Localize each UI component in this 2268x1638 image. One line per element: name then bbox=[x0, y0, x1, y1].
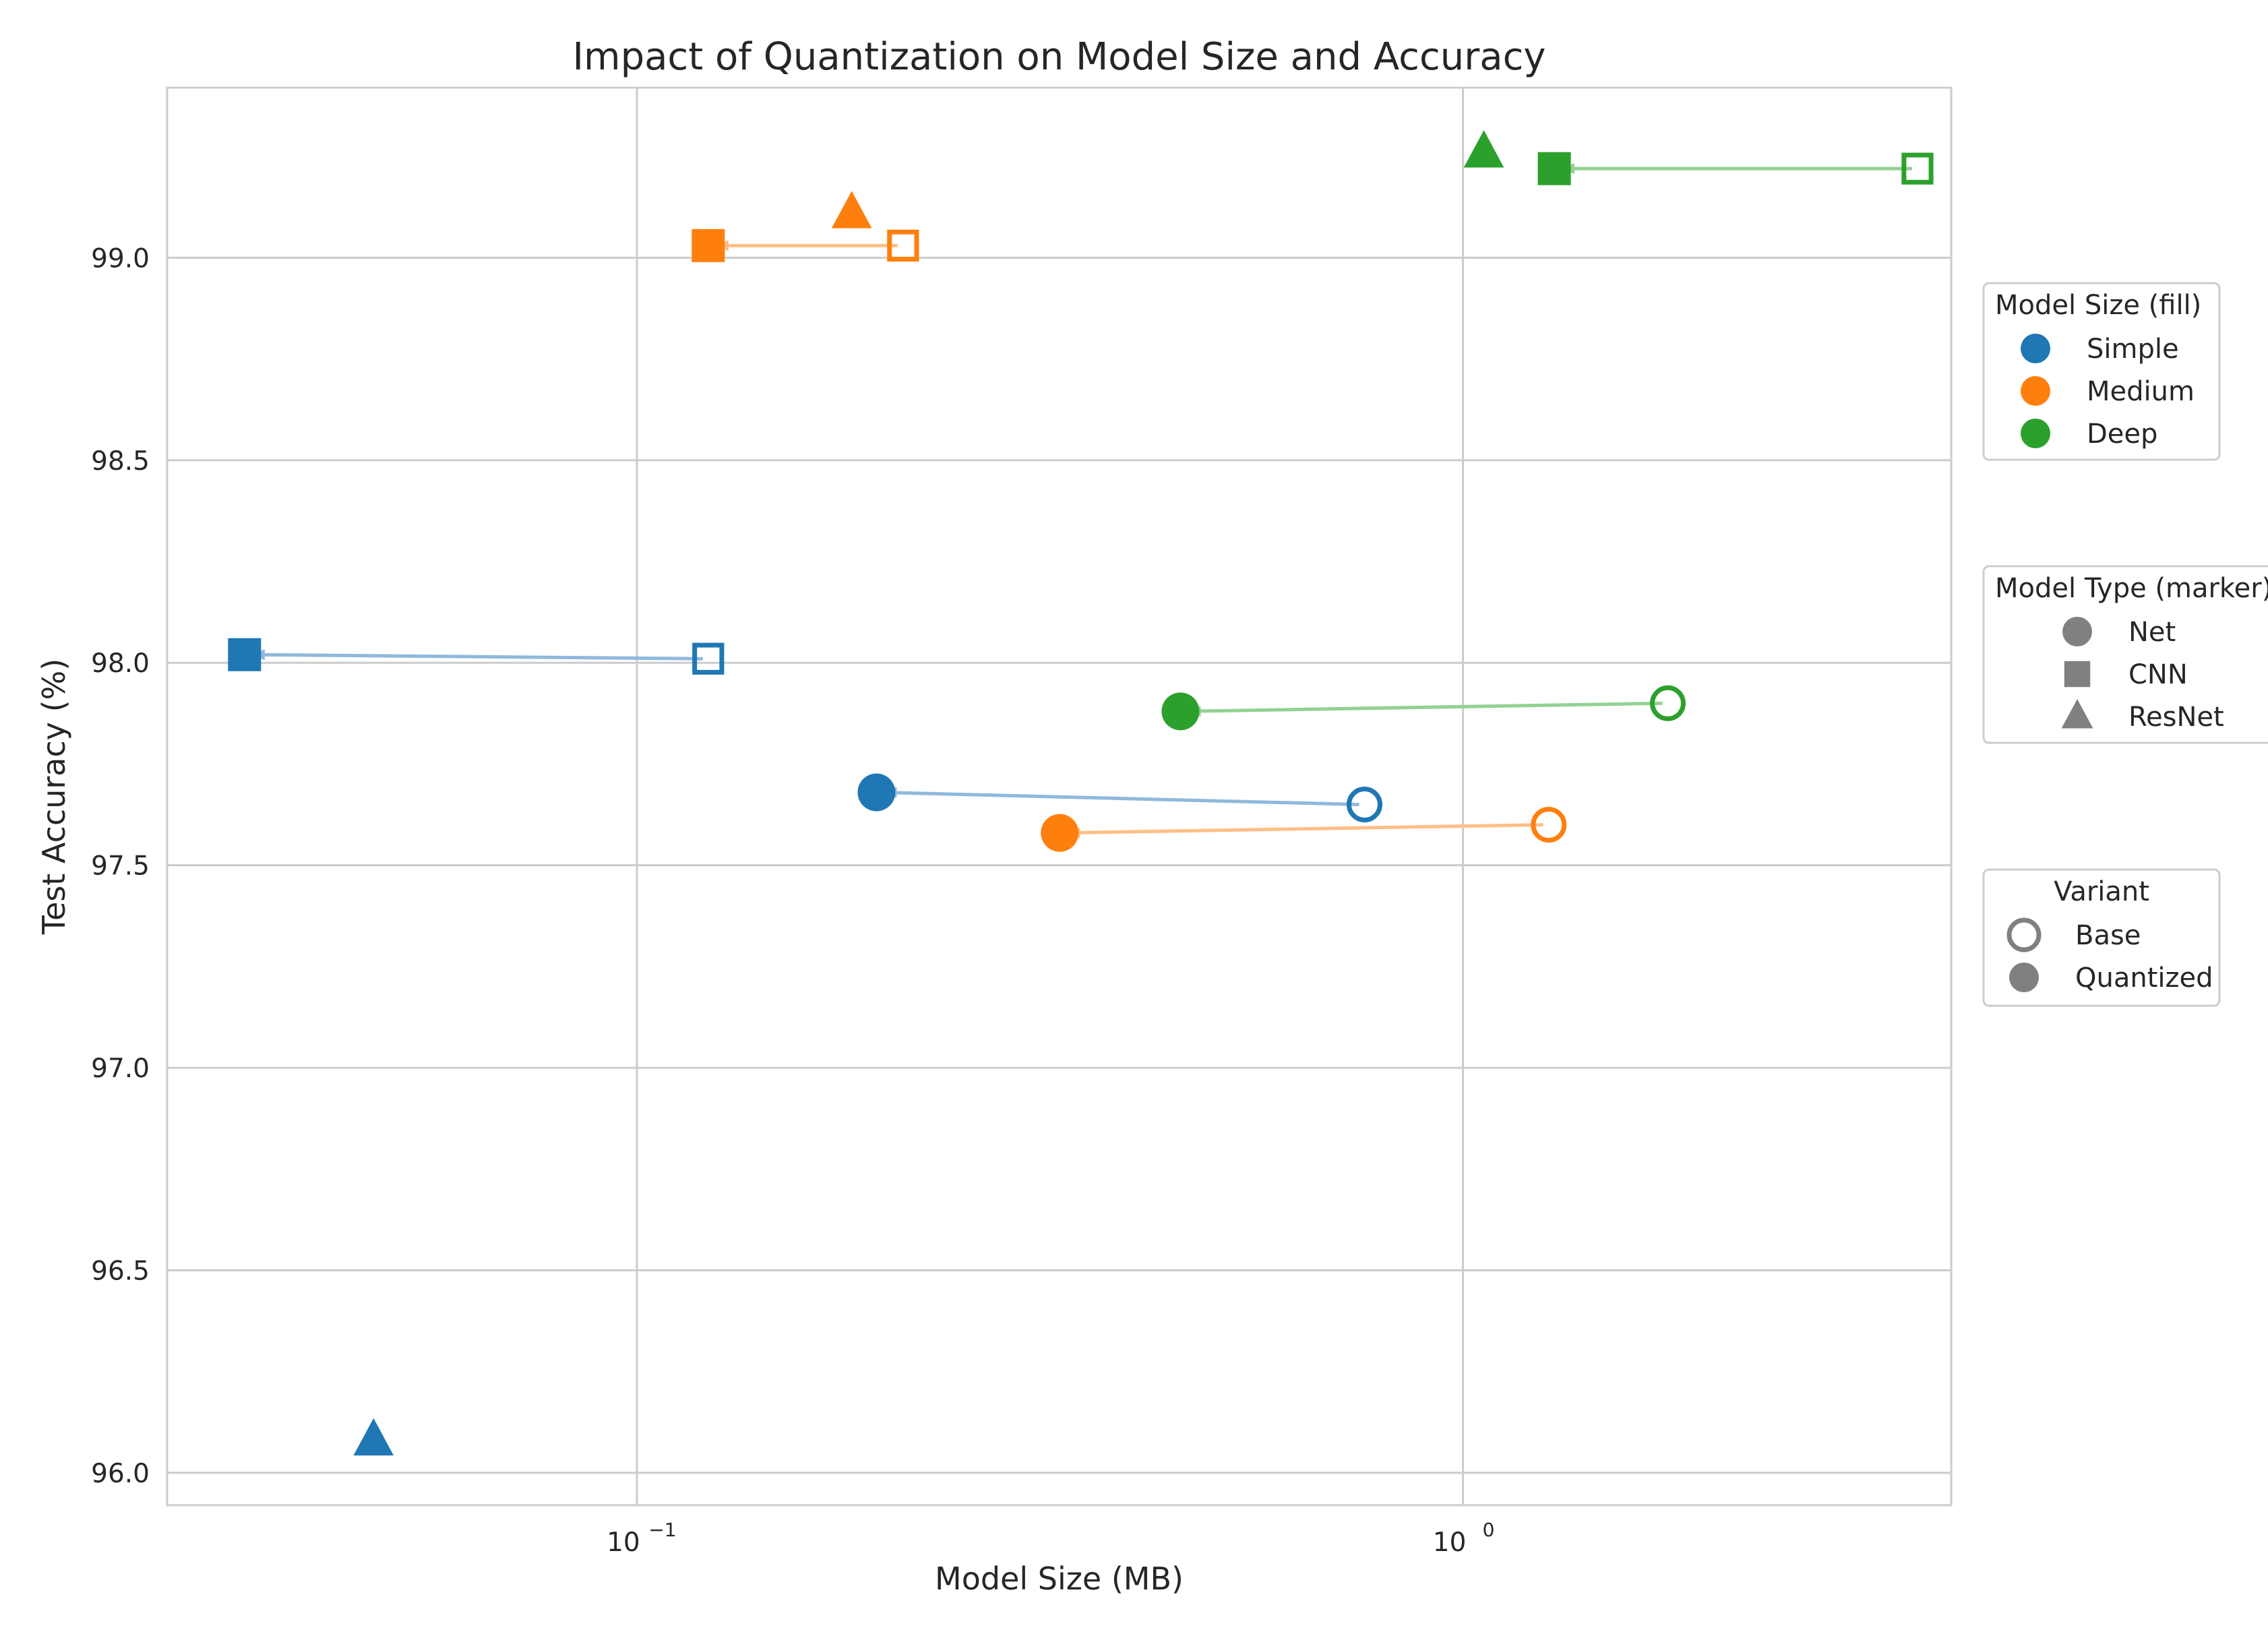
legend-label: ResNet bbox=[2128, 702, 2224, 733]
legend-box: Model Type (marker) Net CNN ResNet bbox=[1982, 565, 2268, 744]
base-point bbox=[887, 229, 919, 262]
legend-marker bbox=[2021, 376, 2050, 406]
y-tick-label: 98.0 bbox=[91, 648, 150, 679]
legend-label: Quantized bbox=[2075, 963, 2213, 994]
quantization-arrow bbox=[882, 790, 1359, 807]
quantized-point bbox=[1463, 130, 1504, 168]
marker-layer bbox=[228, 130, 1934, 1456]
quantized-point bbox=[1161, 692, 1200, 731]
legend-label: Net bbox=[2128, 617, 2176, 648]
quantized-point bbox=[831, 191, 872, 229]
y-axis-label: Test Accuracy (%) bbox=[36, 659, 72, 935]
legend-layer: Model Size (fill) Simple Medium Deep Model T… bbox=[1982, 282, 2268, 1007]
arrow-layer bbox=[249, 163, 1912, 839]
y-tick-label: 97.5 bbox=[91, 851, 150, 882]
quantized-point bbox=[1537, 152, 1571, 185]
base-point bbox=[1531, 807, 1567, 843]
legend-title: Model Size (fill) bbox=[1995, 290, 2201, 321]
legend-title: Model Type (marker) bbox=[1995, 573, 2268, 604]
plot-frame bbox=[166, 86, 1953, 1507]
base-point bbox=[1901, 152, 1934, 185]
legend-frame bbox=[1982, 282, 2221, 461]
legend-marker bbox=[2064, 661, 2091, 688]
y-tick-label: 97.0 bbox=[91, 1054, 150, 1084]
legend-box: Model Size (fill) Simple Medium Deep bbox=[1982, 282, 2221, 461]
base-point bbox=[1649, 685, 1686, 721]
chart-title: Impact of Quantization on Model Size and… bbox=[573, 35, 1546, 79]
legend-label: Simple bbox=[2087, 334, 2179, 365]
y-tick-label: 96.0 bbox=[91, 1459, 150, 1489]
x-tick-exponent: 0 bbox=[1483, 1519, 1495, 1541]
x-tick-label: 10 bbox=[607, 1527, 640, 1558]
x-axis-label: Model Size (MB) bbox=[935, 1560, 1184, 1597]
legend-label: Base bbox=[2075, 920, 2141, 951]
quantization-arrow bbox=[249, 653, 703, 661]
quantization-arrow bbox=[1065, 823, 1543, 835]
y-tick-label: 98.5 bbox=[91, 446, 150, 477]
quantized-point bbox=[228, 638, 262, 671]
legend-marker bbox=[2061, 699, 2093, 729]
x-tick-exponent: −1 bbox=[648, 1519, 676, 1541]
quantized-point bbox=[857, 773, 896, 812]
base-point bbox=[692, 642, 725, 675]
y-tick-label: 99.0 bbox=[91, 243, 150, 274]
quantized-point bbox=[692, 229, 725, 262]
quantization-arrow bbox=[1186, 701, 1663, 713]
base-point bbox=[1346, 787, 1382, 823]
legend-marker bbox=[2006, 917, 2042, 952]
legend-box: Variant Base Quantized bbox=[1982, 868, 2221, 1007]
legend-label: Medium bbox=[2087, 376, 2195, 407]
legend-label: CNN bbox=[2128, 659, 2188, 690]
grid-layer bbox=[167, 88, 1951, 1505]
x-tick-label: 10 bbox=[1433, 1527, 1467, 1558]
legend-title: Variant bbox=[2054, 876, 2149, 907]
quantized-point bbox=[1041, 814, 1079, 852]
legend-marker bbox=[2021, 334, 2050, 363]
quantized-point bbox=[353, 1418, 394, 1456]
legend-marker bbox=[2009, 963, 2039, 992]
legend-frame bbox=[1982, 868, 2221, 1007]
legend-label: Deep bbox=[2087, 419, 2157, 450]
y-tick-label: 96.5 bbox=[91, 1256, 150, 1287]
legend-marker bbox=[2062, 617, 2092, 646]
legend-marker bbox=[2021, 419, 2050, 448]
tick-layer: 96.0 96.5 97.0 97.5 98.0 98.5 99.0 10 −1 10 0 bbox=[91, 243, 1494, 1558]
legend-frame bbox=[1982, 565, 2268, 744]
